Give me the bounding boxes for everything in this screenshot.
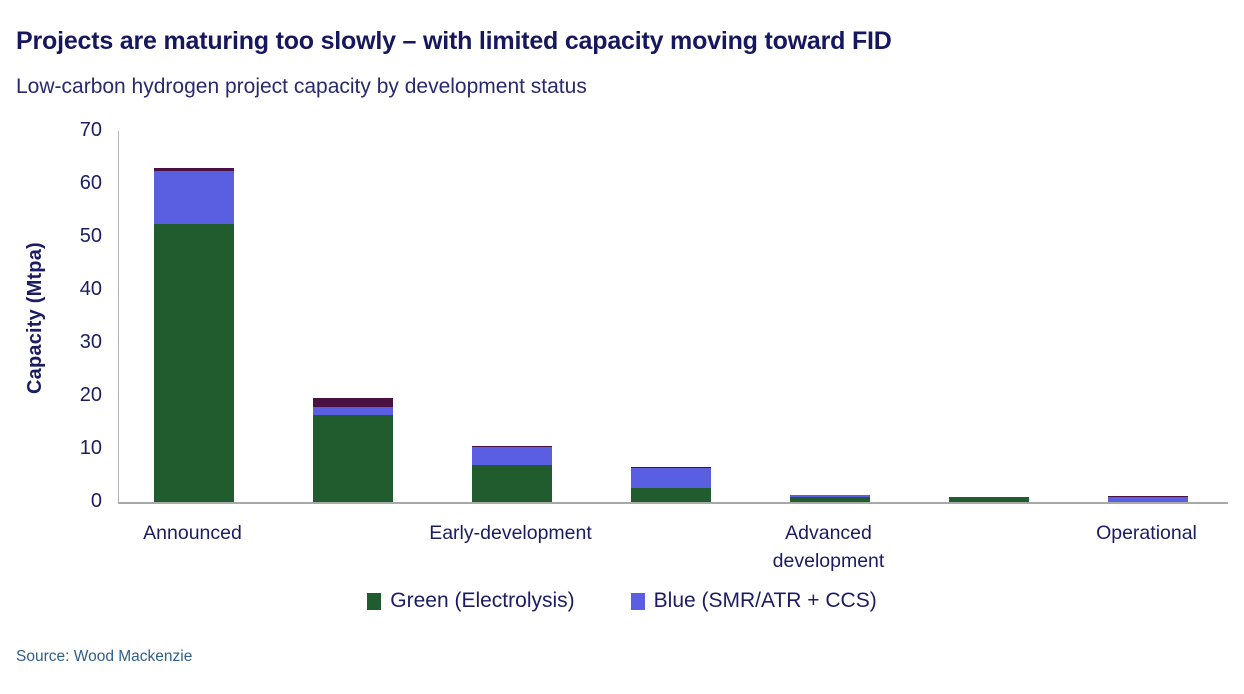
legend-label-green: Green (Electrolysis) xyxy=(390,589,575,612)
y-axis-label: Capacity (Mtpa) xyxy=(24,242,46,394)
legend-swatch-green-icon xyxy=(367,592,382,610)
x-axis-label: Announced xyxy=(143,522,242,544)
x-axis-label: Advanced development xyxy=(772,522,885,573)
legend: Green (Electrolysis) Blue (SMR/ATR + CCS… xyxy=(0,589,1244,613)
y-tick-label: 70 xyxy=(79,119,102,141)
source-attribution: Source: Wood Mackenzie xyxy=(16,648,193,665)
bar-segment-blue xyxy=(789,495,870,497)
bar-segment-dark xyxy=(312,398,393,407)
bar-segment-dark xyxy=(1107,496,1188,497)
bar-segment-green xyxy=(153,224,234,502)
y-tick-label: 40 xyxy=(79,278,102,300)
plot-area xyxy=(118,131,1228,504)
bar-segment-green xyxy=(471,465,552,502)
bar-segment-green xyxy=(789,497,870,502)
bar xyxy=(789,495,870,502)
bar-segment-blue xyxy=(471,447,552,465)
x-axis-label: Operational xyxy=(1096,522,1197,544)
y-tick-label: 0 xyxy=(90,490,102,512)
bar-segment-green xyxy=(630,488,711,502)
chart-title: Projects are maturing too slowly – with … xyxy=(16,27,892,55)
bar-segment-blue xyxy=(153,171,234,224)
legend-swatch-blue-icon xyxy=(630,592,645,610)
bar-segment-green xyxy=(312,415,393,502)
bar xyxy=(153,168,234,502)
bar-segment-blue xyxy=(312,407,393,415)
legend-label-blue: Blue (SMR/ATR + CCS) xyxy=(653,589,877,612)
bar-segment-blue xyxy=(630,468,711,488)
legend-item-blue: Blue (SMR/ATR + CCS) xyxy=(630,589,877,613)
bar-segment-blue xyxy=(1107,497,1188,502)
y-tick-label: 50 xyxy=(79,225,102,247)
bar xyxy=(312,398,393,502)
bar-segment-dark xyxy=(471,446,552,447)
y-tick-label: 10 xyxy=(79,437,102,459)
y-tick-label: 20 xyxy=(79,384,102,406)
bar-segment-dark xyxy=(630,467,711,468)
bar xyxy=(948,497,1029,502)
bar-segment-dark xyxy=(153,168,234,171)
bar xyxy=(471,446,552,502)
bar-segment-green xyxy=(948,497,1029,502)
bar xyxy=(1107,496,1188,502)
chart-subtitle: Low-carbon hydrogen project capacity by … xyxy=(16,75,587,98)
y-tick-label: 60 xyxy=(79,172,102,194)
x-axis-label: Early-development xyxy=(429,522,592,544)
bar xyxy=(630,467,711,502)
legend-item-green: Green (Electrolysis) xyxy=(367,589,575,613)
y-tick-label: 30 xyxy=(79,331,102,353)
